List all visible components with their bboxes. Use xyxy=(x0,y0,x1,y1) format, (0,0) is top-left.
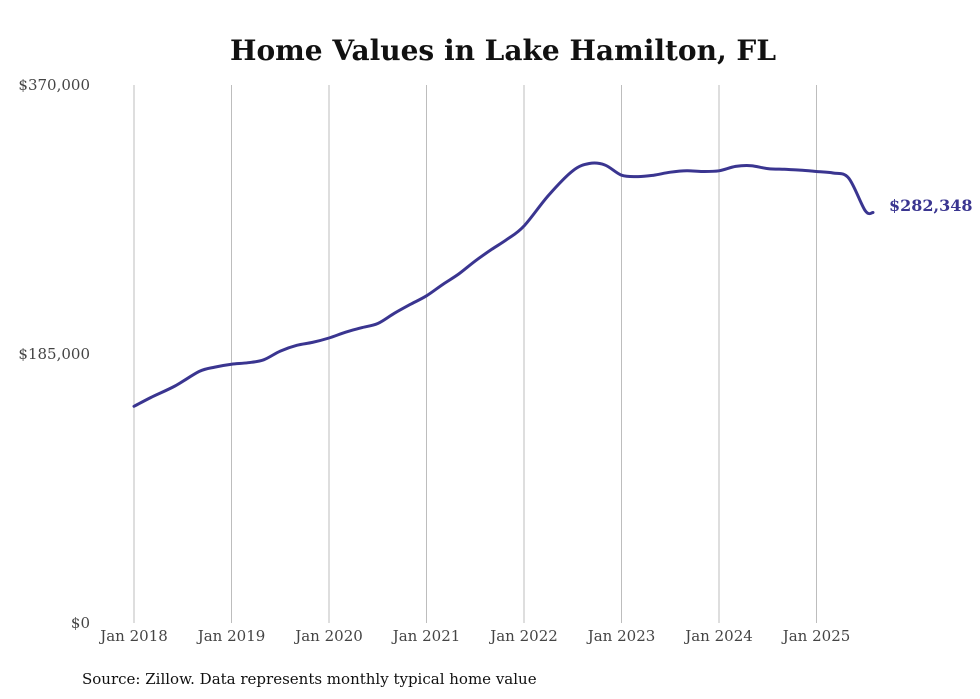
x-tick-label: Jan 2024 xyxy=(683,627,753,645)
y-tick-label: $370,000 xyxy=(18,76,90,94)
series-lines xyxy=(132,161,875,408)
x-tick-label: Jan 2021 xyxy=(391,627,461,645)
x-tick-label: Jan 2022 xyxy=(488,627,558,645)
y-tick-label: $185,000 xyxy=(18,345,90,363)
source-note: Source: Zillow. Data represents monthly … xyxy=(82,670,537,688)
y-axis-ticks: $0 $185,000 $370,000 xyxy=(18,76,90,632)
x-axis-ticks: Jan 2018 Jan 2019 Jan 2020 Jan 2021 Jan 2022… xyxy=(98,627,850,645)
x-tick-label: Jan 2019 xyxy=(196,627,266,645)
x-tick-label: Jan 2020 xyxy=(293,627,363,645)
y-tick-label: $0 xyxy=(71,614,90,632)
last-value-label: $282,348 xyxy=(889,196,973,215)
x-tick-label: Jan 2018 xyxy=(98,627,168,645)
series-line-0 xyxy=(132,161,875,408)
gridlines xyxy=(133,85,817,623)
chart-title: Home Values in Lake Hamilton, FL xyxy=(230,34,776,67)
x-tick-label: Jan 2023 xyxy=(586,627,656,645)
x-tick-label: Jan 2025 xyxy=(781,627,851,645)
